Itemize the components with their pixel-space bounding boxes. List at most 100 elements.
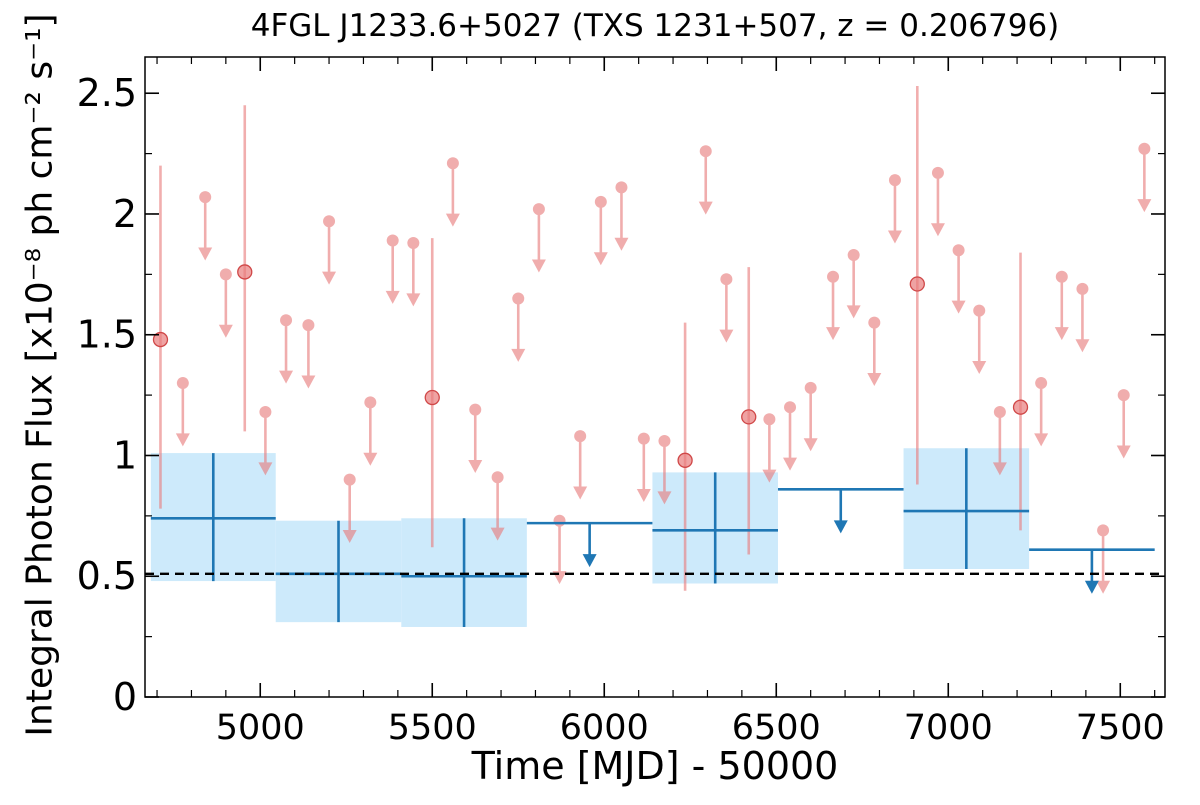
fine-upper-limit [1096, 524, 1111, 594]
fine-detection-marker [741, 409, 757, 425]
fine-upper-limit-marker [1035, 377, 1048, 390]
fine-upper-limit [636, 432, 651, 502]
fine-upper-limit-arrow [887, 230, 902, 244]
fine-upper-limit-arrow [762, 469, 777, 483]
fine-upper-limit [1034, 377, 1049, 447]
fine-upper-limit-marker [993, 406, 1006, 419]
fine-upper-limit-marker [491, 471, 504, 484]
fine-upper-limit [992, 406, 1007, 476]
fine-upper-limit-marker [847, 249, 860, 262]
fine-upper-limit [468, 403, 483, 473]
x-tick-label: 6000 [560, 708, 649, 748]
fine-upper-limit [719, 273, 734, 343]
fine-upper-limit [1116, 389, 1131, 459]
fine-upper-limit [198, 191, 213, 261]
fine-upper-limit-arrow [279, 370, 294, 384]
fine-upper-limit-marker [720, 273, 733, 286]
coarse-detection [903, 448, 1030, 569]
fine-upper-limit [1054, 270, 1069, 341]
fine-upper-limit-arrow [1054, 327, 1069, 341]
fine-upper-limit-marker [763, 413, 776, 426]
fine-upper-limit-arrow [445, 213, 460, 227]
fine-upper-limit-marker [952, 244, 965, 257]
fine-upper-limit [258, 406, 273, 476]
chart-title: 4FGL J1233.6+5027 (TXS 1231+507, z = 0.2… [250, 8, 1060, 44]
fine-upper-limit-marker [553, 514, 566, 527]
y-tick-label: 0.5 [77, 554, 137, 598]
fine-detection [741, 267, 757, 555]
fine-upper-limit-arrow [992, 462, 1007, 476]
fine-detection [152, 165, 169, 509]
coarse-detection [401, 518, 527, 627]
coarse-detection [652, 472, 778, 584]
fine-upper-limit [175, 377, 190, 447]
fine-upper-limit-arrow [719, 329, 734, 343]
fine-upper-limit [406, 236, 421, 307]
coarse-upper-limit-arrow [1084, 580, 1099, 594]
fine-upper-limit-marker [594, 195, 607, 208]
fine-upper-limit-marker [574, 430, 587, 443]
fine-upper-limit-marker [219, 268, 232, 281]
fine-upper-limit-marker [1076, 282, 1089, 295]
x-tick-label: 7500 [1076, 708, 1165, 748]
fine-upper-limit-arrow [930, 223, 945, 237]
fine-upper-limit-arrow [1096, 580, 1111, 594]
fine-upper-limit-arrow [573, 486, 588, 500]
fine-upper-limit-marker [637, 432, 650, 445]
fine-detection [237, 105, 253, 432]
fine-upper-limit-arrow [636, 488, 651, 502]
fine-upper-limit [279, 314, 294, 384]
x-tick-label: 6500 [732, 708, 821, 748]
fine-upper-limit-arrow [867, 373, 882, 387]
fine-upper-limit-arrow [1116, 445, 1131, 459]
fine-upper-limit [218, 268, 233, 338]
fine-upper-limit [783, 401, 798, 471]
fine-upper-limit-arrow [1137, 199, 1152, 213]
fine-upper-limit-marker [1097, 524, 1110, 537]
fine-upper-limit-arrow [657, 491, 672, 505]
x-tick-label: 5500 [388, 708, 477, 748]
plot-frame [144, 56, 1166, 698]
fine-upper-limit-arrow [468, 459, 483, 473]
fine-upper-limit-arrow [593, 252, 608, 266]
fine-upper-limit [762, 413, 777, 483]
fine-upper-limit [363, 396, 378, 466]
fine-upper-limit-marker [469, 403, 482, 416]
fine-upper-limit-arrow [614, 237, 629, 251]
y-tick-label: 2.5 [77, 71, 137, 115]
x-tick-label: 5000 [216, 708, 305, 748]
fine-upper-limit-marker [615, 181, 628, 194]
y-tick-label: 1 [113, 433, 137, 477]
fine-upper-limit-marker [888, 174, 901, 187]
fine-upper-limit-marker [827, 270, 840, 283]
fine-upper-limit [573, 430, 588, 500]
fine-upper-limit-marker [407, 236, 420, 249]
fine-upper-limit-arrow [846, 305, 861, 319]
fine-upper-limit-arrow [1034, 433, 1049, 447]
fine-upper-limit-arrow [175, 433, 190, 447]
fine-upper-limit-marker [973, 304, 986, 317]
x-tick-label: 7000 [904, 708, 993, 748]
coarse-upper-limit-arrow [833, 520, 848, 534]
fine-detection-marker [677, 452, 693, 468]
fine-upper-limit-marker [699, 145, 712, 158]
fine-upper-limit [301, 319, 316, 389]
fine-detection-marker [237, 264, 253, 280]
fine-upper-limit-marker [386, 234, 399, 247]
fine-upper-limit-arrow [490, 527, 505, 541]
fine-upper-limit-arrow [951, 300, 966, 314]
fine-upper-limit [445, 157, 460, 227]
fine-upper-limit-marker [1138, 142, 1151, 155]
fine-upper-limit [490, 471, 505, 541]
fine-upper-limit-arrow [198, 247, 213, 261]
coarse-detection [150, 453, 276, 582]
fine-upper-limit-marker [280, 314, 293, 327]
fine-upper-limit-arrow [826, 327, 841, 341]
y-tick-label: 2 [113, 192, 137, 236]
fine-upper-limit-arrow [342, 530, 357, 544]
fine-upper-limit-marker [931, 166, 944, 179]
fine-upper-limit [930, 166, 945, 237]
fine-upper-limit-marker [804, 381, 817, 394]
